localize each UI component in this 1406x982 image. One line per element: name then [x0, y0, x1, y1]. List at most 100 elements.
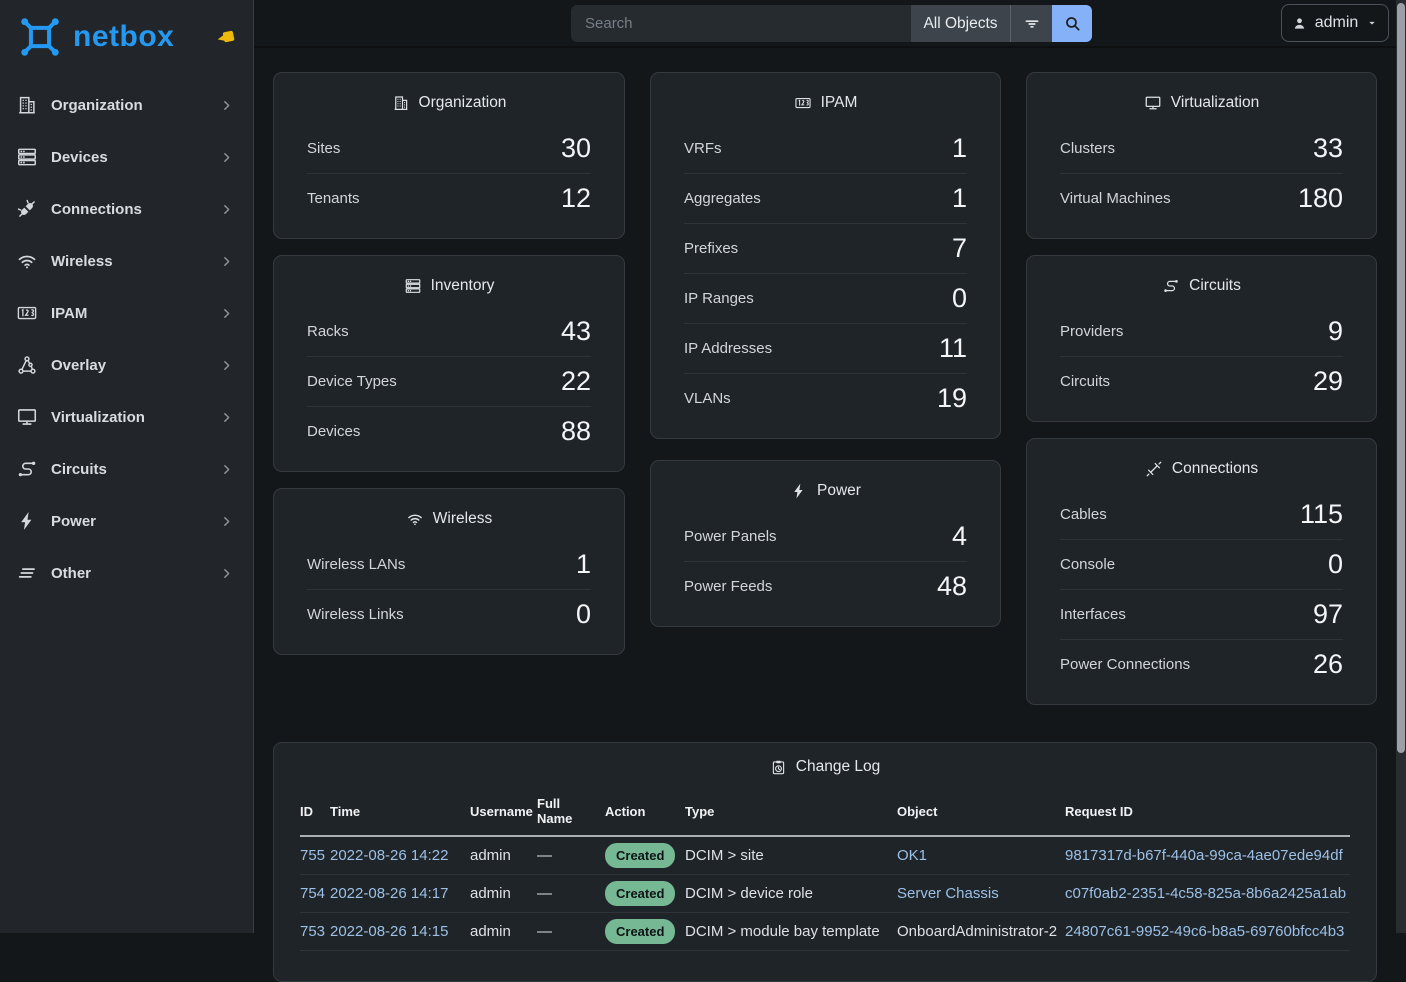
stat-value-power-panels[interactable]: 4	[951, 521, 967, 551]
stat-value-prefixes[interactable]: 7	[951, 233, 967, 263]
stat-row-vlans: VLANs 19	[684, 373, 967, 423]
stat-label: Virtual Machines	[1060, 190, 1171, 207]
cell-object: Server Chassis	[897, 874, 1065, 913]
chevron-right-icon	[218, 253, 235, 270]
stat-value-ip-ranges[interactable]: 0	[951, 283, 967, 313]
stat-value-console[interactable]: 0	[1327, 549, 1343, 579]
stat-value-tenants[interactable]: 12	[560, 183, 591, 213]
stat-value-interfaces[interactable]: 97	[1312, 599, 1343, 629]
stat-row-cables: Cables 115	[1060, 490, 1343, 539]
organization-card: Organization Sites 30 Tenants 12	[273, 72, 625, 239]
stat-label: Cables	[1060, 506, 1107, 523]
connections-card-header: Connections	[1027, 439, 1376, 490]
stat-label: Power Panels	[684, 528, 777, 545]
sidebar: netbox Organization Devices Connections Wir…	[0, 0, 254, 933]
stat-value-devices[interactable]: 88	[560, 416, 591, 446]
cell-username: admin	[470, 836, 537, 875]
filter-button[interactable]	[1010, 5, 1052, 42]
id-link[interactable]: 753	[300, 923, 326, 940]
stat-value-vlans[interactable]: 19	[936, 383, 967, 413]
chevron-right-icon	[218, 565, 235, 582]
sidebar-item-label: Circuits	[51, 460, 107, 478]
virtualization-card: Virtualization Clusters 33 Virtual Machines…	[1026, 72, 1377, 239]
cell-full-name: —	[537, 912, 605, 951]
sidebar-item-wireless[interactable]: Wireless	[0, 235, 253, 287]
user-menu-button[interactable]: admin	[1281, 4, 1389, 42]
bolt-icon	[16, 510, 38, 532]
sidebar-item-overlay[interactable]: Overlay	[0, 339, 253, 391]
cell-id: 754	[300, 874, 330, 913]
stat-value-providers[interactable]: 9	[1327, 316, 1343, 346]
cell-time: 2022-08-26 14:15	[330, 912, 470, 951]
sidebar-item-organization[interactable]: Organization	[0, 79, 253, 131]
circuits-card: Circuits Providers 9 Circuits 29	[1026, 255, 1377, 422]
stat-value-power-feeds[interactable]: 48	[936, 571, 967, 601]
action-badge: Created	[605, 842, 676, 869]
scrollbar-track[interactable]	[1396, 0, 1406, 933]
object: OnboardAdministrator-2	[897, 923, 1058, 940]
stat-row-power-panels: Power Panels 4	[684, 512, 967, 561]
column-header-type: Type	[685, 790, 897, 837]
time-link[interactable]: 2022-08-26 14:15	[330, 923, 449, 940]
request-id-link[interactable]: 9817317d-b67f-440a-99ca-4ae07ede94df	[1065, 847, 1343, 864]
stat-value-aggregates[interactable]: 1	[951, 183, 967, 213]
type: DCIM > module bay template	[685, 923, 880, 940]
stat-value-cables[interactable]: 115	[1299, 499, 1343, 529]
stat-value-wireless-links[interactable]: 0	[575, 599, 591, 629]
id-link[interactable]: 755	[300, 847, 326, 864]
stat-value-power-connections[interactable]: 26	[1312, 649, 1343, 679]
chevron-right-icon	[218, 97, 235, 114]
stat-value-sites[interactable]: 30	[560, 133, 591, 163]
chevron-right-icon	[218, 409, 235, 426]
sidebar-item-other[interactable]: Other	[0, 547, 253, 599]
username: admin	[470, 847, 511, 864]
virtualization-card-header: Virtualization	[1027, 73, 1376, 124]
request-id-link[interactable]: 24807c61-9952-49c6-b8a5-69760bfcc4b3	[1065, 923, 1345, 940]
sidebar-item-devices[interactable]: Devices	[0, 131, 253, 183]
object-link[interactable]: Server Chassis	[897, 885, 999, 902]
column-header-time: Time	[330, 790, 470, 837]
search-scope-button[interactable]: All Objects	[911, 5, 1010, 42]
connections-rows: Cables 115 Console 0 Interfaces 97 Power Conne…	[1027, 490, 1376, 704]
topbar: All Objects admin	[254, 0, 1406, 48]
stat-row-providers: Providers 9	[1060, 307, 1343, 356]
sidebar-item-ipam[interactable]: IPAM	[0, 287, 253, 339]
sidebar-item-circuits[interactable]: Circuits	[0, 443, 253, 495]
sidebar-item-power[interactable]: Power	[0, 495, 253, 547]
stat-label: Console	[1060, 556, 1116, 573]
sidebar-item-label: Other	[51, 564, 92, 582]
stat-value-racks[interactable]: 43	[560, 316, 591, 346]
time-link[interactable]: 2022-08-26 14:17	[330, 885, 449, 902]
stat-value-wireless-lans[interactable]: 1	[575, 549, 591, 579]
wireless-rows: Wireless LANs 1 Wireless Links 0	[274, 540, 624, 654]
sidebar-item-label: Wireless	[51, 252, 113, 270]
sidebar-item-connections[interactable]: Connections	[0, 183, 253, 235]
stat-value-clusters[interactable]: 33	[1312, 133, 1343, 163]
object-link[interactable]: OK1	[897, 847, 928, 864]
pin-sidebar-icon[interactable]	[215, 26, 237, 48]
column-header-action: Action	[605, 790, 685, 837]
scrollbar-thumb[interactable]	[1397, 3, 1405, 753]
server-icon	[16, 146, 38, 168]
id-link[interactable]: 754	[300, 885, 326, 902]
chevron-right-icon	[218, 461, 235, 478]
sidebar-item-label: IPAM	[51, 304, 88, 322]
request-id-link[interactable]: c07f0ab2-2351-4c58-825a-8b6a2425a1ab	[1065, 885, 1347, 902]
circuits-card-header: Circuits	[1027, 256, 1376, 307]
stat-value-device-types[interactable]: 22	[560, 366, 591, 396]
search-submit-button[interactable]	[1052, 5, 1092, 42]
stat-value-vrfs[interactable]: 1	[951, 133, 967, 163]
stat-label: Device Types	[307, 373, 397, 390]
stat-label: Racks	[307, 323, 349, 340]
stat-value-virtual-machines[interactable]: 180	[1297, 183, 1343, 213]
stat-label: Power Connections	[1060, 656, 1191, 673]
stat-row-console: Console 0	[1060, 539, 1343, 589]
search-icon	[1063, 14, 1082, 33]
column-header-username: Username	[470, 790, 537, 837]
search-input[interactable]	[571, 5, 911, 42]
netbox-logo[interactable]: netbox	[18, 15, 174, 59]
stat-value-ip-addresses[interactable]: 11	[938, 333, 967, 363]
time-link[interactable]: 2022-08-26 14:22	[330, 847, 449, 864]
sidebar-item-virtualization[interactable]: Virtualization	[0, 391, 253, 443]
stat-value-circuits[interactable]: 29	[1312, 366, 1343, 396]
